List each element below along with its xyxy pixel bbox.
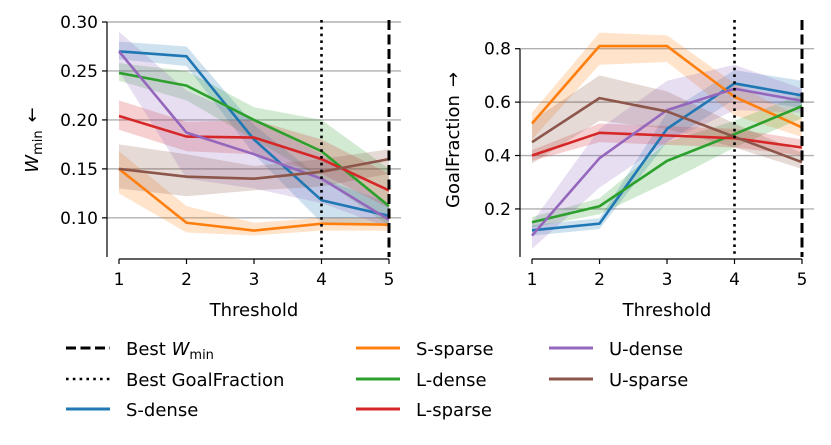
line-s-sparse	[531, 44, 803, 129]
y-label-arrow: ←	[22, 107, 43, 122]
line-u-sparse	[118, 157, 390, 180]
y-tick-label: 0.2	[484, 200, 511, 220]
x-tick-label: 5	[384, 270, 395, 290]
legend-item-l-sparse: L-sparse	[356, 400, 492, 421]
y-tick-label: 0.15	[60, 160, 98, 180]
y-tick-label: 0.20	[60, 111, 98, 131]
line-u-sparse	[531, 96, 803, 164]
x-tick-label: 2	[181, 270, 192, 290]
y-tick-label: 0.25	[60, 62, 98, 82]
legend-label: U-dense	[609, 339, 683, 360]
legend-item-u-dense: U-dense	[549, 339, 683, 360]
y-label-arrow: →	[443, 72, 464, 87]
band-s-dense	[532, 70, 802, 236]
band-s-sparse	[119, 151, 389, 236]
x-tick-label: 5	[797, 270, 808, 290]
y-tick-label: 0.4	[484, 147, 511, 167]
line-s-dense	[531, 82, 803, 232]
legend-label-sub: min	[189, 348, 214, 363]
x-tick-label: 3	[249, 270, 260, 290]
y-label-w: W	[22, 154, 43, 173]
legend-item-l-dense: L-dense	[356, 370, 487, 391]
legend-label: Best Wmin	[126, 339, 214, 363]
line-u-dense	[531, 87, 803, 237]
band-s-sparse	[532, 32, 802, 140]
band-u-dense	[532, 64, 802, 249]
y-label-text: GoalFraction	[443, 95, 464, 208]
y-axis-label: Wmin ←	[22, 107, 46, 172]
legend-label-word: Best	[126, 339, 172, 360]
y-axis-label: GoalFraction →	[443, 72, 464, 208]
band-l-dense	[119, 63, 389, 226]
x-tick-label: 3	[662, 270, 673, 290]
x-tick-label: 1	[527, 270, 538, 290]
legend-label: Best GoalFraction	[126, 370, 284, 391]
legend-label-main: Best W	[126, 339, 191, 360]
line-u-dense	[117, 50, 390, 221]
x-axis-label: Threshold	[209, 300, 299, 321]
legend-item-s-sparse: S-sparse	[356, 339, 494, 360]
y-label-sub: min	[31, 130, 46, 155]
legend-label: U-sparse	[609, 370, 688, 391]
x-tick-label: 4	[316, 270, 327, 290]
line-s-sparse	[118, 167, 390, 232]
y-tick-label: 0.30	[60, 13, 98, 33]
legend-label: S-dense	[126, 400, 198, 421]
y-tick-label: 0.8	[484, 40, 511, 60]
legend-label: L-dense	[416, 370, 487, 391]
legend-label: S-sparse	[416, 339, 494, 360]
y-tick-label: 0.10	[60, 209, 98, 229]
x-tick-label: 4	[729, 270, 740, 290]
legend-item-best-goalfraction: Best GoalFraction	[66, 370, 284, 391]
line-l-sparse	[531, 131, 803, 157]
y-tick-label: 0.6	[484, 93, 511, 113]
legend-item-u-sparse: U-sparse	[549, 370, 688, 391]
x-tick-label: 1	[114, 270, 125, 290]
line-l-sparse	[118, 114, 390, 192]
legend-item-best-w: Best Wmin	[66, 339, 214, 363]
legend-label: L-sparse	[416, 400, 492, 421]
left-panel-wmin: 0.10 0.15 0.20 0.25 0.30 1 2 3 4 5 Threshold Wmin ←	[22, 13, 401, 321]
line-s-dense	[118, 50, 390, 218]
legend: Best Wmin Best GoalFraction S-dense S-spars…	[66, 339, 688, 421]
x-tick-label: 2	[594, 270, 605, 290]
x-axis-label: Threshold	[622, 300, 712, 321]
legend-item-s-dense: S-dense	[66, 400, 198, 421]
right-panel-goalfraction: 0.2 0.4 0.6 0.8 1 2 3 4 5 Threshold GoalFraction →	[443, 20, 814, 321]
legend-label-var: W	[172, 339, 191, 360]
line-l-dense	[531, 104, 803, 224]
